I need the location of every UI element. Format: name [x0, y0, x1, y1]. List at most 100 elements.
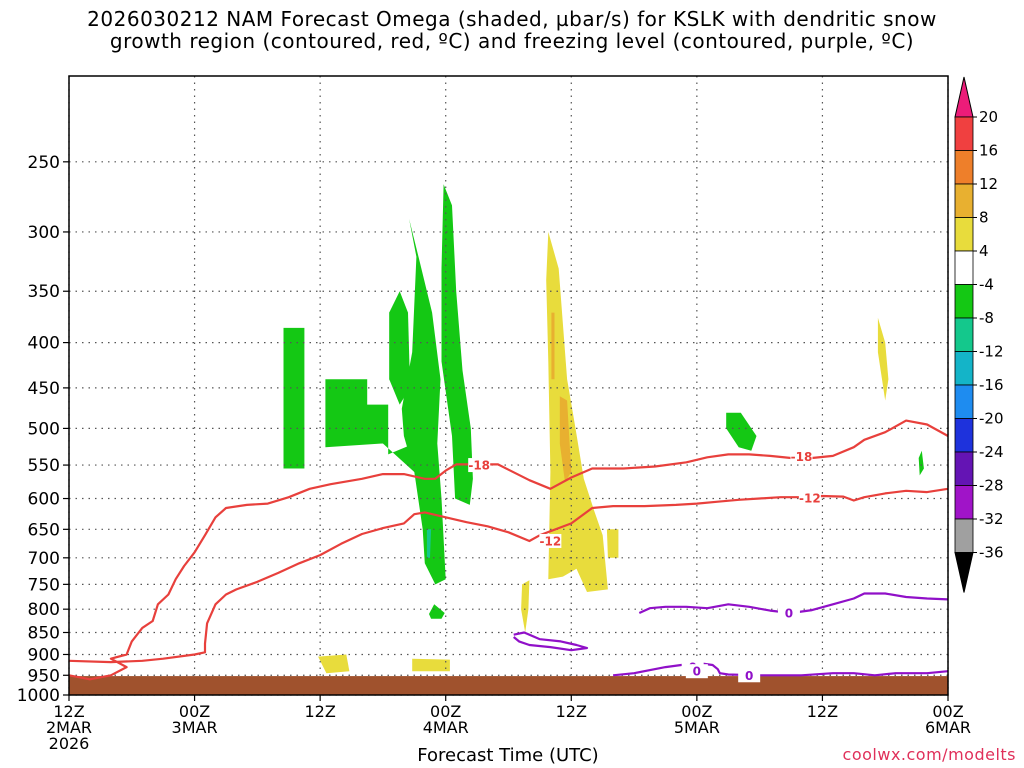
colorbar-seg-11 — [954, 451, 974, 486]
grid-layer — [68, 76, 949, 696]
y-tick-label-550: 550 — [28, 456, 60, 476]
y-axis: 2503003504004505005506006507007508008509… — [17, 153, 69, 706]
dgz-contour-0 — [68, 419, 949, 681]
title-line-1: 2026030212 NAM Forecast Omega (shaded, µ… — [87, 7, 937, 31]
x-axis-label: Forecast Time (UTC) — [417, 745, 599, 766]
omega-region-1 — [325, 379, 434, 472]
colorbar-label-8: -16 — [979, 376, 1004, 394]
omega-region-7 — [918, 450, 924, 476]
y-tick-label-950: 950 — [28, 666, 60, 686]
colorbar-seg-2 — [954, 150, 974, 185]
y-tick-label-900: 900 — [28, 645, 60, 665]
colorbar-label-3: 8 — [979, 209, 989, 227]
y-tick-label-350: 350 — [28, 282, 60, 302]
x-tick-label-0-0: 12Z — [53, 702, 84, 721]
freezing-contour-2 — [612, 661, 949, 677]
colorbar-seg-8 — [954, 351, 974, 386]
dgz-label-1: -18 — [791, 450, 813, 464]
omega-region-15 — [551, 312, 555, 380]
title-line-2: growth region (contoured, red, ºC) and f… — [109, 29, 915, 53]
x-tick-label-36-1: 4MAR — [423, 718, 469, 737]
dgz-label-bg-1 — [790, 449, 813, 464]
y-tick-label-450: 450 — [28, 379, 60, 399]
omega-region-3 — [389, 291, 411, 405]
dgz-label-3: -12 — [799, 491, 821, 505]
y-tick-label-400: 400 — [28, 334, 60, 354]
dgz-label-0: -18 — [468, 459, 490, 473]
colorbar-label-6: -8 — [979, 309, 994, 327]
omega-region-2 — [401, 218, 446, 585]
colorbar-seg-9 — [954, 384, 974, 419]
dgz-label-2: -12 — [540, 534, 562, 548]
y-tick-label-600: 600 — [28, 490, 60, 510]
x-tick-label-48-0: 12Z — [556, 702, 587, 721]
colorbar: 20 16 12 8 4 -4 -8 -12 -16 -20 -24 -28 -32 -36 — [954, 76, 1004, 593]
x-tick-label-24-0: 12Z — [304, 702, 335, 721]
x-tick-label-0-2: 2026 — [49, 734, 90, 753]
omega-region-12 — [318, 654, 350, 674]
y-tick-label-1000: 1000 — [17, 686, 60, 706]
dgz-label-bg-0 — [468, 458, 491, 473]
omega-region-8 — [426, 529, 432, 558]
colorbar-label-0: 20 — [979, 108, 998, 126]
colorbar-seg-12 — [954, 485, 974, 520]
colorbar-bottom-arrow — [954, 552, 974, 593]
omega-region-14 — [877, 317, 889, 401]
y-tick-label-650: 650 — [28, 520, 60, 540]
contour-layer — [68, 419, 949, 681]
colorbar-seg-6 — [954, 284, 974, 319]
omega-region-13 — [412, 658, 450, 672]
terrain-surface — [69, 676, 948, 695]
y-tick-label-500: 500 — [28, 419, 60, 439]
omega-region-10 — [606, 529, 619, 558]
colorbar-seg-10 — [954, 418, 974, 453]
y-tick-label-250: 250 — [28, 153, 60, 173]
plot-frame — [68, 75, 949, 696]
omega-region-16 — [559, 396, 572, 483]
freezing-label-0: 0 — [785, 607, 793, 621]
colorbar-label-11: -28 — [979, 477, 1004, 495]
freezing-label-2: 0 — [745, 669, 753, 683]
dgz-contour-2 — [68, 487, 949, 664]
colorbar-label-7: -12 — [979, 343, 1004, 361]
colorbar-label-5: -4 — [979, 276, 994, 294]
freezing-label-bg-0 — [777, 606, 800, 621]
dgz-label-bg-3 — [798, 490, 821, 505]
colorbar-label-4: 4 — [979, 242, 989, 260]
contour-label-layer: -18-18-12-120000 — [468, 449, 821, 683]
y-tick-label-700: 700 — [28, 549, 60, 569]
x-tick-label-60-1: 5MAR — [674, 718, 720, 737]
omega-region-6 — [726, 412, 757, 451]
colorbar-label-9: -20 — [979, 410, 1004, 428]
omega-shading-layer — [283, 184, 924, 674]
freezing-label-3: 0 — [693, 665, 701, 679]
colorbar-label-10: -24 — [979, 443, 1004, 461]
freezing-label-bg-2 — [738, 668, 761, 683]
x-tick-label-84-1: 6MAR — [925, 718, 971, 737]
y-tick-label-850: 850 — [28, 623, 60, 643]
colorbar-label-1: 16 — [979, 142, 998, 160]
freezing-label-bg-3 — [685, 664, 708, 679]
colorbar-label-12: -32 — [979, 510, 1004, 528]
colorbar-seg-13 — [954, 518, 974, 553]
colorbar-top-arrow — [954, 76, 974, 118]
y-tick-label-800: 800 — [28, 600, 60, 620]
omega-region-9 — [546, 231, 608, 592]
chart-title: 2026030212 NAM Forecast Omega (shaded, µ… — [0, 8, 1024, 52]
credit-link[interactable]: coolwx.com/modelts — [842, 745, 1016, 764]
omega-region-5 — [429, 604, 445, 619]
y-tick-label-300: 300 — [28, 223, 60, 243]
x-tick-label-12-0: 00Z — [179, 702, 210, 721]
colorbar-seg-5 — [954, 250, 974, 285]
omega-region-4 — [441, 184, 473, 505]
omega-region-0 — [283, 327, 305, 469]
colorbar-seg-1 — [954, 116, 974, 151]
x-tick-label-12-1: 3MAR — [172, 718, 218, 737]
x-tick-label-84-0: 00Z — [932, 702, 963, 721]
y-tick-label-750: 750 — [28, 575, 60, 595]
omega-region-11 — [521, 580, 530, 633]
x-tick-label-36-0: 00Z — [430, 702, 461, 721]
colorbar-seg-7 — [954, 317, 974, 352]
